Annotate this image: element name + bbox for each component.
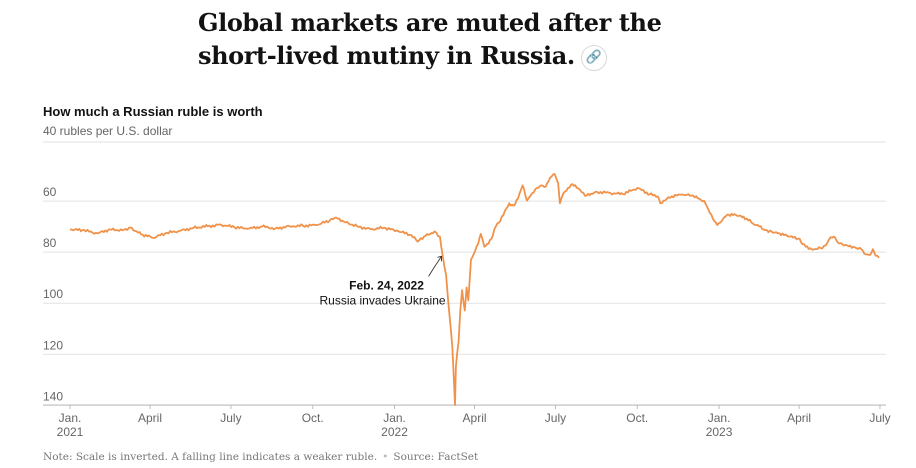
y-gridlines: [43, 141, 886, 406]
annotation-arrowhead: [437, 255, 442, 262]
footnote-source: Source: FactSet: [393, 451, 479, 463]
y-axis-unit-label: 40 rubles per U.S. dollar: [43, 124, 173, 138]
y-tick-label-120: 120: [43, 338, 63, 352]
headline: Global markets are muted after the short…: [198, 6, 718, 72]
x-tick-label-6: July: [545, 411, 566, 425]
series-group: [69, 173, 880, 406]
x-tick-year-8: 2023: [706, 425, 733, 439]
y-tick-labels: 60 80 100 120 140: [43, 185, 63, 403]
chart-title: How much a Russian ruble is worth: [43, 104, 263, 119]
x-tick-year-4: 2022: [381, 425, 408, 439]
annotation-arrow: [428, 256, 442, 277]
y-tick-label-140: 140: [43, 389, 63, 403]
footnote: Note: Scale is inverted. A falling line …: [43, 451, 478, 463]
x-tick-label-5: April: [463, 411, 487, 425]
y-tick-label-60: 60: [43, 185, 57, 199]
annotation-text: Russia invades Ukraine: [320, 293, 446, 307]
x-tick-year-0: 2021: [57, 425, 84, 439]
x-tick-label-7: Oct.: [626, 411, 648, 425]
x-tick-label-2: July: [220, 411, 241, 425]
y-tick-label-80: 80: [43, 236, 57, 250]
x-tick-label-9: April: [787, 411, 811, 425]
x-tick-label-3: Oct.: [302, 411, 324, 425]
x-tick-label-0: Jan.: [59, 411, 82, 425]
ruble-series-line: [69, 173, 880, 406]
annotation-title: Feb. 24, 2022: [349, 278, 424, 292]
link-icon[interactable]: 🔗: [580, 45, 607, 71]
x-tick-label-1: April: [138, 411, 162, 425]
x-tick-label-4: Jan.: [383, 411, 406, 425]
x-tick-label-10: July: [869, 411, 890, 425]
headline-text: Global markets are muted after the short…: [198, 8, 662, 70]
footnote-note: Note: Scale is inverted. A falling line …: [43, 451, 378, 463]
x-tick-label-8: Jan.: [708, 411, 731, 425]
y-tick-label-100: 100: [43, 287, 63, 301]
footnote-separator: •: [382, 451, 389, 463]
